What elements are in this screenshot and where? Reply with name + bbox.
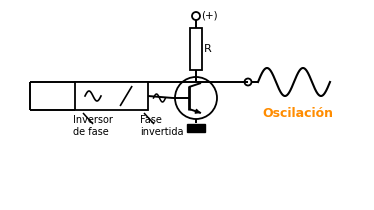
Text: (+): (+)	[201, 11, 218, 21]
Bar	[190, 28, 202, 70]
Text: Fase
invertida: Fase invertida	[140, 115, 184, 136]
Text: Oscilación: Oscilación	[263, 107, 334, 120]
Text: R: R	[204, 44, 212, 54]
Bar	[75, 82, 148, 110]
Text: Inversor
de fase: Inversor de fase	[73, 115, 113, 136]
Bar	[187, 124, 205, 132]
